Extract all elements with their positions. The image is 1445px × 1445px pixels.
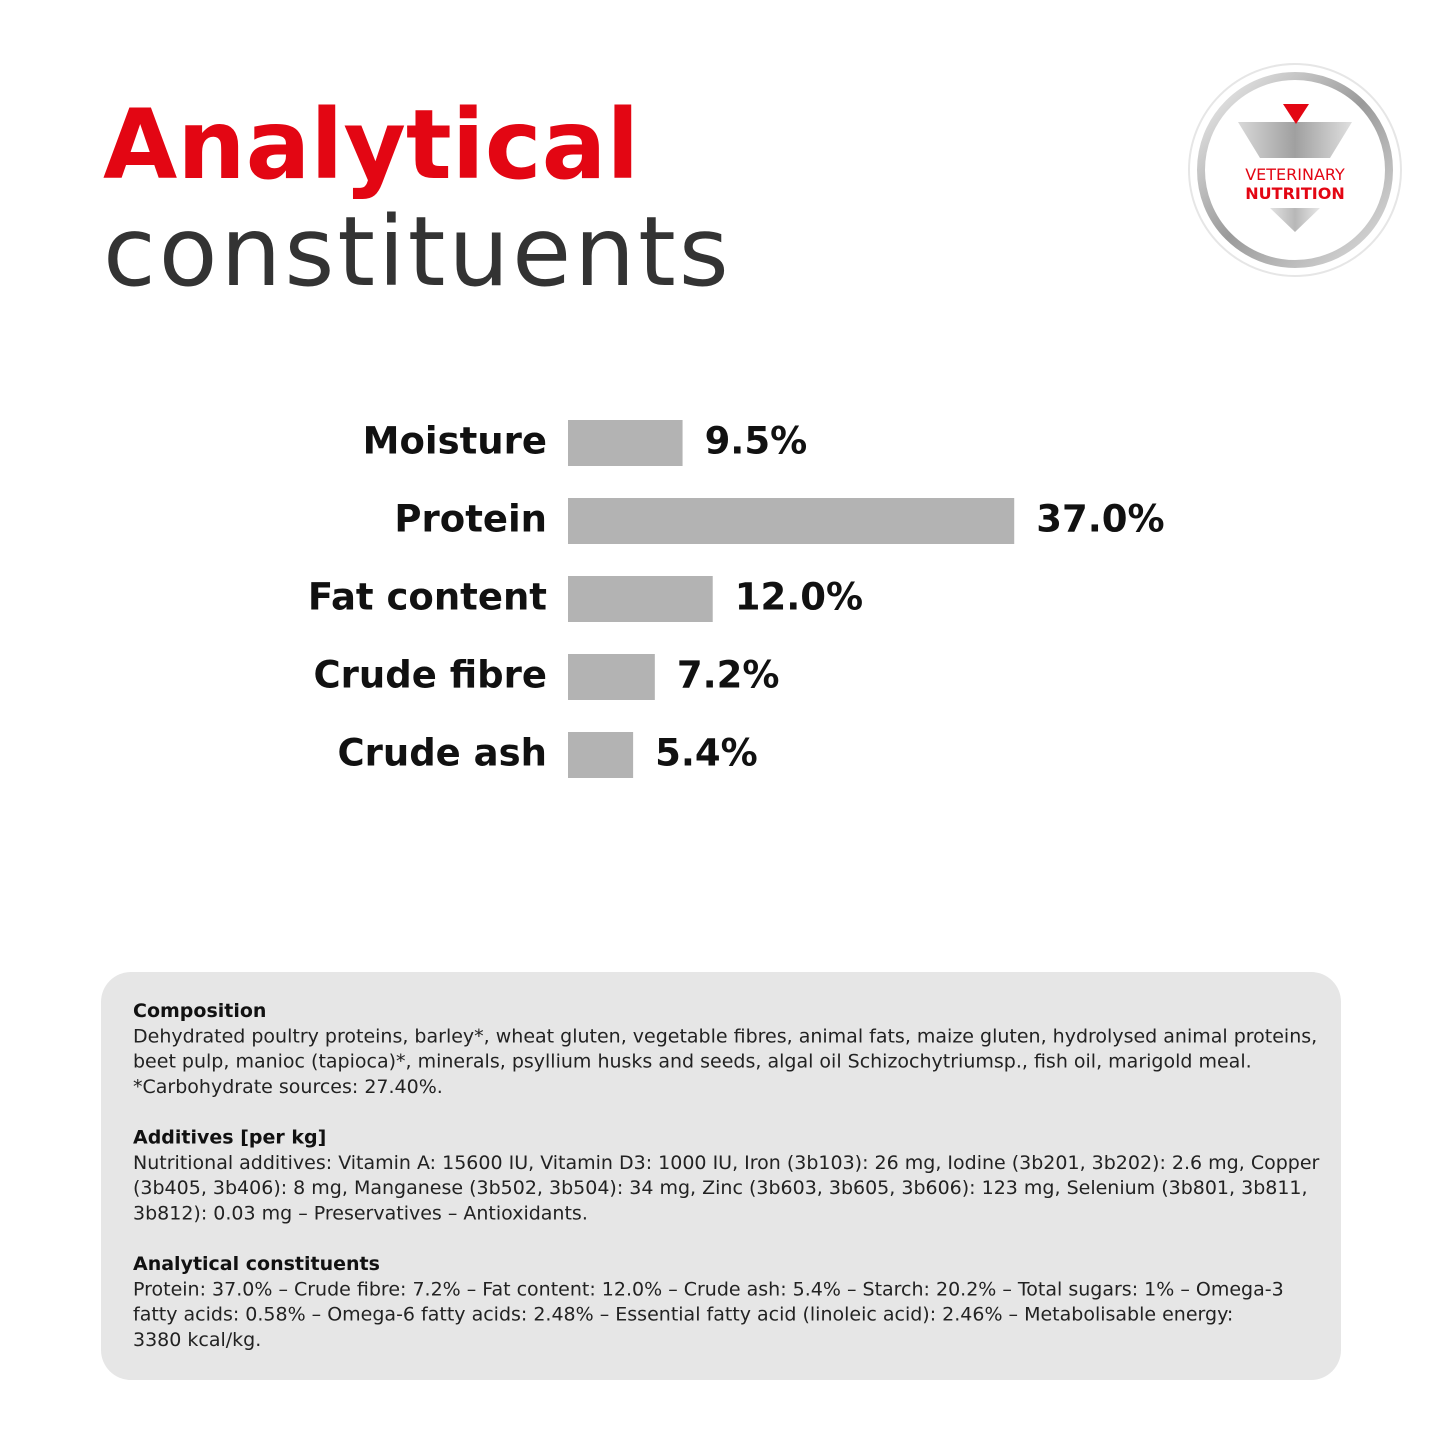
section-line: Protein: 37.0% – Crude fibre: 7.2% – Fat…	[133, 1278, 1284, 1300]
title-line1: Analytical	[103, 89, 639, 201]
section-heading: Additives [per kg]	[133, 1127, 326, 1149]
value-label: 37.0%	[1036, 498, 1164, 541]
category-label: Protein	[394, 498, 547, 541]
section-line: beet pulp, manioc (tapioca)*, minerals, …	[133, 1051, 1252, 1073]
bar	[568, 576, 713, 622]
badge-line1: VETERINARY	[1245, 165, 1345, 184]
section-line: fatty acids: 0.58% – Omega-6 fatty acids…	[133, 1304, 1233, 1326]
section-line: Dehydrated poultry proteins, barley*, wh…	[133, 1025, 1317, 1047]
section-line: (3b405, 3b406): 8 mg, Manganese (3b502, …	[133, 1177, 1308, 1199]
section-line: 3b812): 0.03 mg – Preservatives – Antiox…	[133, 1202, 588, 1224]
badge: VETERINARY NUTRITION	[1188, 63, 1402, 277]
badge-triangle	[1283, 104, 1309, 124]
title-line2: constituents	[103, 196, 732, 308]
category-label: Crude ash	[337, 732, 547, 775]
badge-line2: NUTRITION	[1245, 184, 1344, 203]
value-label: 12.0%	[735, 576, 863, 619]
category-label: Crude fibre	[314, 654, 547, 697]
section-heading: Analytical constituents	[133, 1253, 380, 1275]
section-line: *Carbohydrate sources: 27.40%.	[133, 1076, 443, 1098]
badge-v-tip	[1270, 208, 1320, 232]
value-label: 7.2%	[677, 654, 780, 697]
bar	[568, 498, 1015, 544]
chart: Moisture 9.5% Protein 37.0% Fat content 12.0%…	[308, 420, 1165, 778]
bar	[568, 654, 655, 700]
bar	[568, 420, 683, 466]
value-label: 9.5%	[705, 420, 808, 463]
section-line: 3380 kcal/kg.	[133, 1329, 261, 1351]
section-line: Nutritional additives: Vitamin A: 15600 …	[133, 1152, 1320, 1174]
category-label: Fat content	[308, 576, 547, 619]
category-label: Moisture	[363, 420, 547, 463]
section-heading: Composition	[133, 1000, 266, 1022]
badge-v	[1238, 122, 1352, 158]
panel-text: Composition Dehydrated poultry proteins, …	[133, 1000, 1320, 1351]
value-label: 5.4%	[655, 732, 758, 775]
info-panel	[101, 972, 1341, 1380]
bar	[568, 732, 634, 778]
